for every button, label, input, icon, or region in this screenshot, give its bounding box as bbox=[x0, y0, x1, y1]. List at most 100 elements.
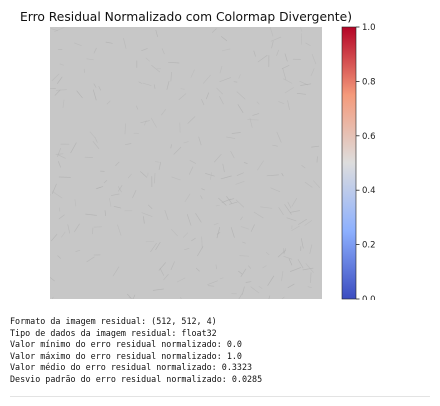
texture-stroke bbox=[214, 153, 222, 163]
texture-stroke bbox=[249, 117, 253, 128]
texture-stroke bbox=[143, 216, 145, 224]
texture-stroke bbox=[221, 48, 231, 52]
texture-stroke bbox=[180, 296, 182, 299]
residual-texture bbox=[50, 27, 320, 299]
texture-stroke bbox=[187, 116, 196, 124]
texture-stroke bbox=[183, 141, 189, 144]
texture-stroke bbox=[247, 119, 259, 121]
texture-stroke bbox=[229, 198, 235, 201]
texture-stroke bbox=[184, 248, 190, 251]
texture-stroke bbox=[51, 183, 57, 194]
texture-stroke bbox=[198, 136, 202, 146]
texture-stroke bbox=[170, 261, 175, 271]
texture-stroke bbox=[188, 166, 194, 175]
output-divider bbox=[10, 396, 430, 397]
texture-stroke bbox=[57, 147, 61, 158]
texture-stroke bbox=[241, 286, 245, 295]
texture-stroke bbox=[154, 173, 156, 184]
texture-stroke bbox=[219, 277, 224, 280]
texture-stroke bbox=[290, 267, 302, 272]
texture-stroke bbox=[301, 165, 306, 169]
texture-stroke bbox=[132, 189, 137, 199]
texture-stroke bbox=[281, 271, 284, 282]
texture-stroke bbox=[313, 180, 320, 188]
texture-stroke bbox=[166, 80, 170, 90]
texture-stroke bbox=[62, 99, 65, 108]
texture-stroke bbox=[278, 207, 284, 216]
texture-stroke bbox=[132, 294, 136, 299]
texture-stroke bbox=[158, 161, 162, 170]
texture-stroke bbox=[86, 58, 94, 61]
texture-stroke bbox=[85, 213, 97, 216]
texture-stroke bbox=[201, 236, 203, 249]
texture-stroke bbox=[283, 78, 293, 84]
texture-stroke bbox=[190, 69, 195, 78]
texture-stroke bbox=[170, 144, 172, 149]
texture-stroke bbox=[222, 163, 225, 173]
texture-stroke bbox=[89, 131, 95, 138]
texture-stroke bbox=[168, 61, 180, 64]
output-line: Valor máximo do erro residual normalizad… bbox=[10, 350, 242, 361]
texture-stroke bbox=[230, 227, 235, 238]
texture-stroke bbox=[282, 68, 287, 81]
texture-stroke bbox=[216, 226, 221, 239]
texture-stroke bbox=[266, 174, 279, 177]
texture-stroke bbox=[202, 74, 211, 84]
texture-stroke bbox=[159, 267, 165, 276]
texture-stroke bbox=[284, 247, 286, 254]
texture-stroke bbox=[258, 286, 263, 289]
texture-stroke bbox=[57, 154, 66, 159]
texture-stroke bbox=[289, 210, 300, 213]
colorbar-ticks: 0.0 0.2 0.4 0.6 0.8 1.0 bbox=[356, 23, 376, 300]
texture-stroke bbox=[252, 113, 260, 116]
texture-stroke bbox=[93, 83, 97, 88]
texture-stroke bbox=[155, 29, 158, 38]
texture-stroke bbox=[163, 274, 169, 281]
texture-stroke bbox=[75, 249, 81, 252]
texture-stroke bbox=[74, 199, 77, 207]
texture-stroke bbox=[211, 28, 217, 33]
texture-stroke bbox=[288, 258, 293, 266]
texture-stroke bbox=[266, 252, 270, 256]
texture-stroke bbox=[67, 224, 71, 234]
texture-stroke bbox=[158, 262, 166, 271]
texture-stroke bbox=[74, 223, 80, 233]
texture-stroke bbox=[150, 117, 157, 128]
texture-stroke bbox=[238, 293, 243, 299]
texture-stroke bbox=[153, 84, 156, 89]
texture-stroke bbox=[191, 237, 196, 242]
output-line: Valor mínimo do erro residual normalizad… bbox=[10, 339, 242, 350]
texture-stroke bbox=[219, 96, 224, 105]
texture-stroke bbox=[216, 87, 223, 95]
texture-stroke bbox=[297, 259, 304, 269]
texture-stroke bbox=[300, 27, 303, 32]
texture-stroke bbox=[237, 104, 244, 113]
texture-stroke bbox=[216, 232, 221, 235]
texture-stroke bbox=[286, 217, 297, 222]
texture-stroke bbox=[86, 256, 95, 263]
texture-stroke bbox=[125, 143, 132, 146]
texture-stroke bbox=[236, 91, 246, 100]
texture-stroke bbox=[256, 101, 260, 105]
texture-stroke bbox=[287, 201, 292, 209]
texture-stroke bbox=[218, 197, 227, 206]
texture-stroke bbox=[300, 238, 304, 249]
texture-stroke bbox=[220, 175, 232, 180]
texture-stroke bbox=[103, 180, 108, 184]
texture-stroke bbox=[304, 181, 313, 188]
texture-stroke bbox=[161, 48, 165, 55]
texture-stroke bbox=[221, 36, 228, 42]
texture-stroke bbox=[55, 153, 64, 155]
texture-stroke bbox=[278, 101, 285, 105]
texture-stroke bbox=[104, 210, 107, 217]
texture-stroke bbox=[57, 76, 63, 84]
texture-stroke bbox=[93, 47, 97, 54]
colorbar-tick-label: 0.4 bbox=[362, 186, 376, 196]
texture-stroke bbox=[184, 193, 191, 203]
texture-stroke bbox=[240, 226, 250, 230]
texture-stroke bbox=[96, 186, 104, 189]
cell-output: Formato da imagem residual: (512, 512, 4… bbox=[10, 316, 262, 386]
texture-stroke bbox=[215, 264, 217, 270]
texture-stroke bbox=[238, 74, 241, 79]
texture-stroke bbox=[58, 161, 61, 168]
